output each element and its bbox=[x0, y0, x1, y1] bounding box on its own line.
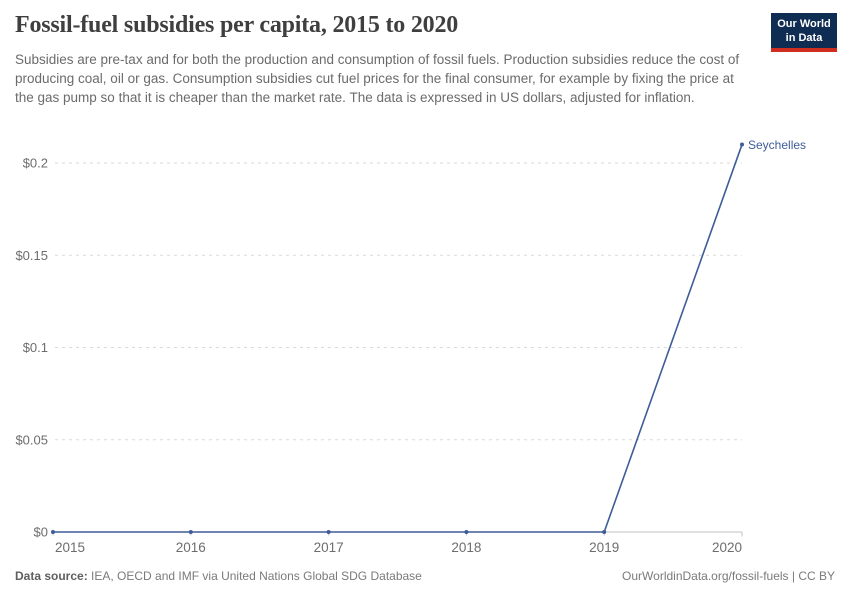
x-axis-tick-label: 2016 bbox=[176, 540, 206, 555]
y-axis-tick-label: $0.2 bbox=[23, 156, 48, 171]
y-axis-tick-label: $0.15 bbox=[15, 248, 48, 263]
owid-logo: Our World in Data bbox=[771, 13, 837, 52]
credit-link[interactable]: OurWorldinData.org/fossil-fuels | CC BY bbox=[622, 569, 835, 583]
data-source-text: IEA, OECD and IMF via United Nations Glo… bbox=[87, 569, 422, 583]
series-end-label: Seychelles bbox=[748, 138, 806, 152]
data-source: Data source: IEA, OECD and IMF via Unite… bbox=[15, 569, 422, 583]
x-axis-tick-label: 2018 bbox=[451, 540, 481, 555]
x-axis-tick-label: 2019 bbox=[589, 540, 619, 555]
data-point[interactable] bbox=[51, 530, 55, 534]
series-line-seychelles[interactable] bbox=[52, 143, 743, 533]
x-axis-tick-label: 2017 bbox=[314, 540, 344, 555]
plot-area[interactable] bbox=[53, 140, 742, 532]
owid-logo-line1: Our World bbox=[777, 18, 831, 30]
data-point[interactable] bbox=[740, 142, 744, 147]
data-point[interactable] bbox=[326, 530, 331, 534]
chart-subtitle: Subsidies are pre-tax and for both the p… bbox=[15, 52, 740, 105]
y-axis-tick-label: $0.05 bbox=[15, 432, 48, 447]
data-point[interactable] bbox=[188, 530, 193, 534]
data-point[interactable] bbox=[602, 530, 607, 534]
chart-title: Fossil-fuel subsidies per capita, 2015 t… bbox=[15, 12, 459, 38]
x-axis-tick-label: 2020 bbox=[712, 540, 742, 555]
data-source-label: Data source: bbox=[15, 569, 88, 583]
x-axis-tick-label: 2015 bbox=[55, 540, 85, 555]
y-axis-tick-label: $0.1 bbox=[23, 340, 48, 355]
y-axis-tick-label: $0 bbox=[34, 525, 48, 540]
data-point[interactable] bbox=[464, 530, 469, 534]
owid-logo-line2: in Data bbox=[785, 32, 823, 44]
